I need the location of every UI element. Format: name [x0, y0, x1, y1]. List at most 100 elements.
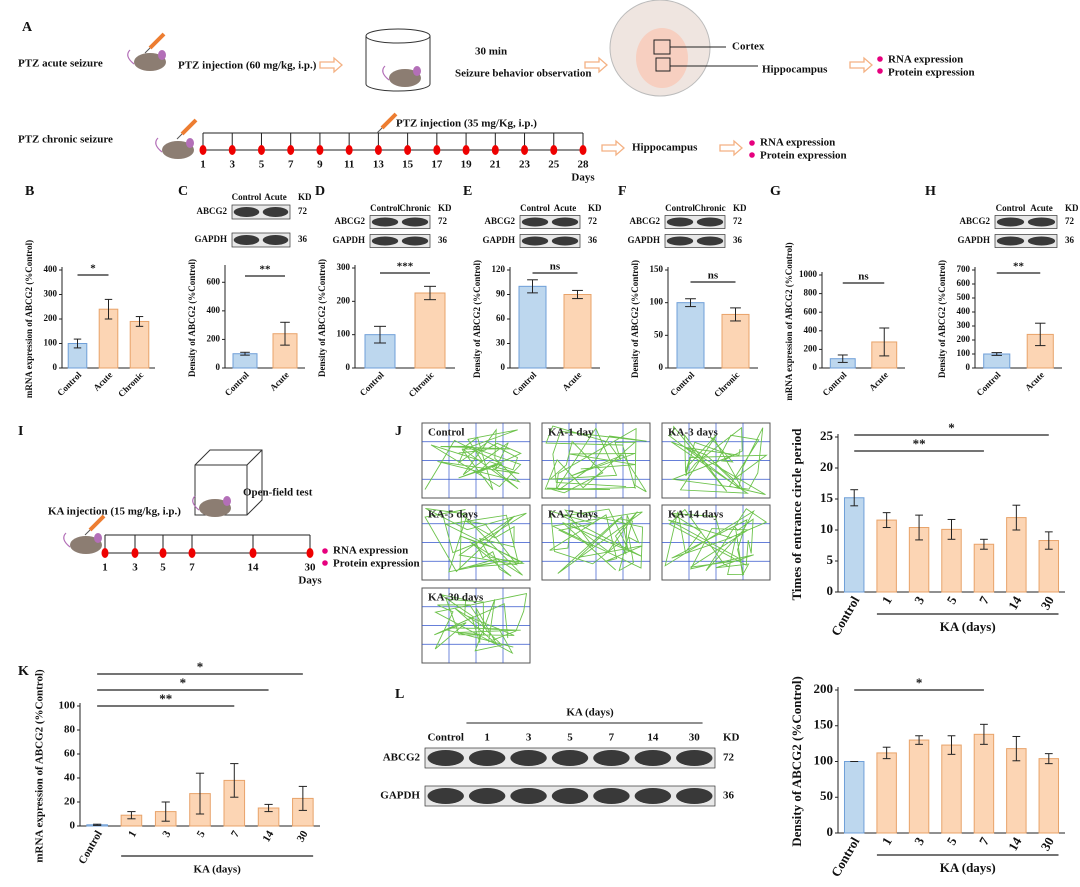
day-marker — [101, 548, 109, 558]
label: GAPDH — [333, 235, 366, 245]
label: 30 — [1037, 834, 1056, 853]
error-bar — [1035, 322, 1046, 347]
label: A — [22, 20, 33, 35]
blot-band — [551, 217, 579, 227]
label: 5 — [195, 828, 208, 839]
blot-band — [696, 236, 724, 246]
label: E — [463, 184, 472, 199]
label: KD — [298, 192, 312, 202]
blot-band — [696, 217, 724, 227]
label: 28 — [578, 159, 590, 171]
label: Open-field test — [243, 487, 313, 499]
label: 100 — [337, 329, 351, 339]
label: GAPDH — [380, 790, 420, 802]
bar — [973, 733, 995, 834]
label: Acute — [91, 370, 114, 393]
label: Chronic — [116, 370, 145, 399]
bar — [1038, 758, 1060, 834]
label: 5 — [160, 562, 166, 574]
label: KA (days) — [940, 619, 996, 634]
label: 30 min — [475, 46, 507, 58]
rule — [144, 47, 151, 54]
label: RNA expression — [760, 137, 835, 149]
blot-band — [468, 788, 506, 804]
bar — [129, 320, 150, 369]
label: 1 — [879, 834, 895, 847]
error-bar — [980, 723, 988, 745]
label: Chronic — [712, 370, 741, 399]
label: 1 — [102, 562, 108, 574]
day-marker — [131, 548, 139, 558]
mouse — [199, 499, 231, 517]
error-bar — [1012, 735, 1021, 762]
label: 400 — [44, 264, 58, 274]
error-bar — [161, 801, 170, 822]
label: ABCG2 — [629, 216, 660, 226]
blot-band — [676, 788, 713, 804]
label: Control — [996, 203, 1026, 213]
bullet — [877, 56, 883, 62]
error-bar — [1044, 753, 1053, 765]
label: 5 — [943, 834, 959, 848]
label: KD — [723, 732, 740, 744]
label: mRNA expression of ABCG2 (%Control) — [24, 240, 34, 398]
label: ** — [913, 436, 926, 451]
label: Hippocampus — [762, 64, 828, 76]
mouse-ear — [186, 138, 194, 148]
label: 200 — [957, 334, 971, 344]
blot-band — [233, 235, 260, 245]
label: RNA expression — [333, 545, 408, 557]
label: 72 — [733, 216, 743, 226]
blot-band — [262, 207, 289, 217]
bullet — [749, 152, 755, 158]
bar — [843, 497, 865, 593]
blot-band — [521, 236, 549, 246]
label: mRNA expression of ABCG2 (%Control) — [784, 242, 794, 400]
label: F — [618, 184, 627, 199]
label: Control — [974, 369, 1003, 398]
label: 1 — [484, 732, 490, 744]
label: 36 — [733, 235, 743, 245]
bar — [676, 302, 705, 369]
label: ** — [1013, 261, 1025, 273]
day-marker — [521, 145, 529, 155]
label: Seizure behavior observation — [455, 68, 591, 80]
mouse-ear — [158, 50, 166, 60]
label: 600 — [957, 278, 971, 288]
mouse-tail — [127, 49, 135, 65]
error-bar — [424, 285, 436, 301]
trajectory — [664, 508, 768, 577]
label: 25 — [548, 159, 560, 171]
label: 100 — [814, 752, 834, 767]
label: Control — [510, 369, 539, 398]
label: GAPDH — [958, 235, 991, 245]
error-bar — [980, 538, 988, 550]
label: 1000 — [799, 269, 818, 279]
label: 0 — [53, 362, 58, 372]
label: Days — [571, 172, 595, 184]
error-bar — [264, 803, 273, 813]
blot-band — [634, 750, 672, 766]
arrow — [719, 139, 743, 157]
label: mRNA expression of ABCG2 (%Control) — [34, 669, 46, 863]
label: Density of ABCG2 (%Control) — [187, 259, 197, 377]
mouse — [389, 69, 421, 87]
trajectory — [434, 593, 528, 655]
label: 17 — [431, 159, 443, 171]
day-marker — [306, 548, 314, 558]
label: 3 — [160, 828, 173, 839]
blot-band — [996, 236, 1025, 246]
label: Acute — [264, 192, 287, 202]
label: Chronic — [399, 203, 430, 213]
day-marker — [550, 145, 558, 155]
label: 36 — [723, 790, 735, 802]
label: Acute — [867, 370, 890, 393]
error-bar — [991, 352, 1002, 356]
cylinder-top — [365, 28, 431, 44]
label: 150 — [650, 264, 664, 274]
syringe — [148, 32, 166, 50]
error-bar — [73, 338, 82, 349]
bar — [941, 744, 962, 834]
blot-band — [551, 750, 589, 766]
